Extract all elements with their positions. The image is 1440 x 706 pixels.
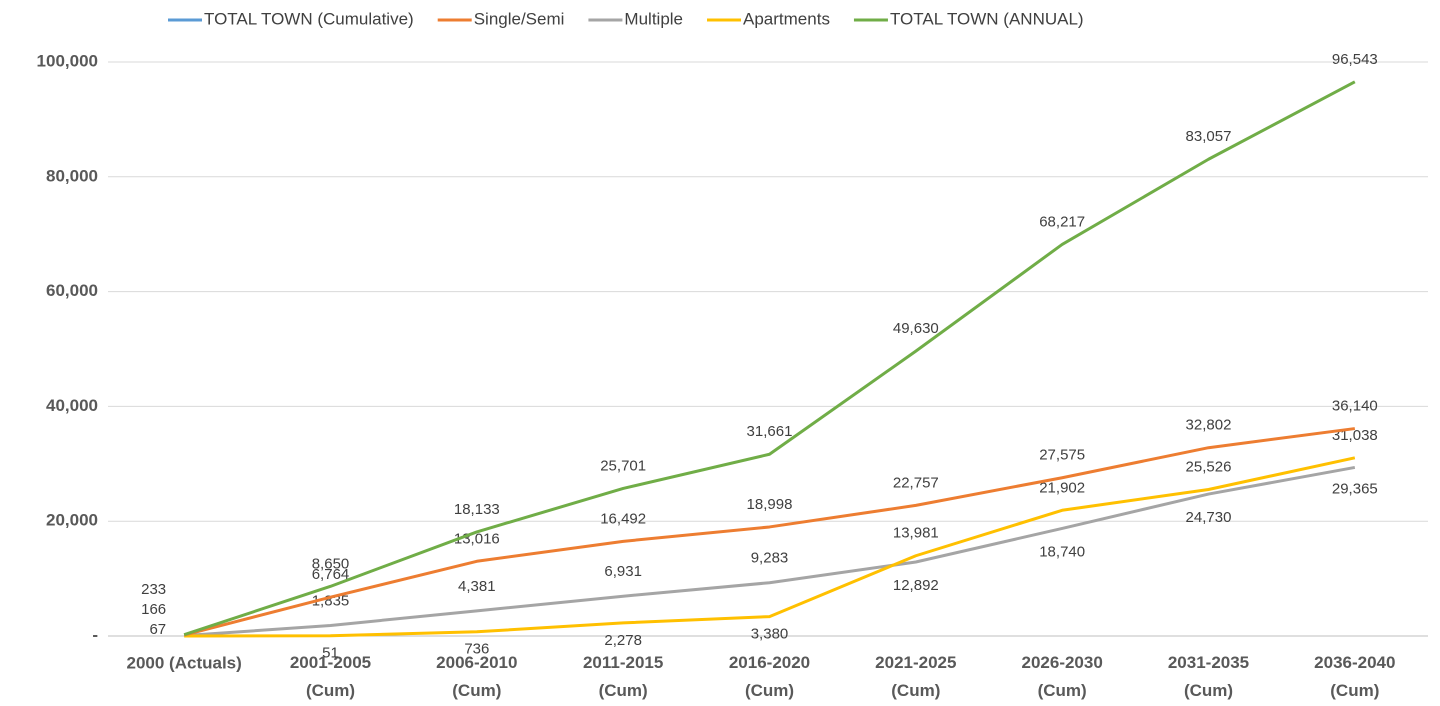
y-tick-label: 60,000 bbox=[46, 281, 98, 300]
data-label: 13,981 bbox=[893, 525, 939, 542]
x-tick-label: 2031-2035 (Cum) bbox=[1168, 653, 1249, 700]
x-tick-label: 2026-2030 (Cum) bbox=[1022, 653, 1103, 700]
data-label: 22,757 bbox=[893, 474, 939, 491]
data-label: 4,381 bbox=[458, 578, 496, 595]
data-label: 2,278 bbox=[604, 632, 642, 649]
data-label: 68,217 bbox=[1039, 213, 1085, 230]
data-label: 6,764 bbox=[312, 566, 350, 583]
data-label: 96,543 bbox=[1332, 51, 1378, 68]
x-tick-label: 2001-2005 (Cum) bbox=[290, 653, 371, 700]
x-tick-label: 2021-2025 (Cum) bbox=[875, 653, 956, 700]
data-label: 18,998 bbox=[747, 496, 793, 513]
data-label: 12,892 bbox=[893, 577, 939, 594]
y-tick-label: 80,000 bbox=[46, 166, 98, 185]
data-label: 51 bbox=[322, 645, 339, 662]
x-tick-label: 2000 (Actuals) bbox=[127, 653, 242, 672]
data-label: 27,575 bbox=[1039, 447, 1085, 464]
data-label: 31,661 bbox=[747, 423, 793, 440]
data-label: 83,057 bbox=[1186, 128, 1232, 145]
data-label: 24,730 bbox=[1186, 509, 1232, 526]
legend-label: TOTAL TOWN (Cumulative) bbox=[204, 9, 414, 28]
data-label: 9,283 bbox=[751, 550, 789, 567]
legend-label: Single/Semi bbox=[474, 9, 565, 28]
series-line bbox=[183, 427, 1356, 637]
data-label: 16,492 bbox=[600, 510, 646, 527]
data-label: 25,526 bbox=[1186, 458, 1232, 475]
y-tick-label: 100,000 bbox=[37, 51, 98, 70]
data-label: 49,630 bbox=[893, 320, 939, 337]
legend-label: Apartments bbox=[743, 9, 830, 28]
data-label: 6,931 bbox=[604, 563, 642, 580]
series-line bbox=[183, 80, 1356, 637]
x-tick-label: 2011-2015 (Cum) bbox=[583, 653, 663, 700]
y-tick-label: 20,000 bbox=[46, 511, 98, 530]
data-label: 29,365 bbox=[1332, 480, 1378, 497]
legend-label: TOTAL TOWN (ANNUAL) bbox=[890, 9, 1084, 28]
data-label: 8,650 bbox=[312, 555, 350, 572]
data-label: 18,133 bbox=[454, 501, 500, 518]
data-label: 166 bbox=[141, 601, 166, 618]
y-tick-label: - bbox=[92, 625, 98, 644]
x-tick-label: 2036-2040 (Cum) bbox=[1314, 653, 1395, 700]
data-label: 18,740 bbox=[1039, 543, 1085, 560]
x-tick-label: 2006-2010 (Cum) bbox=[436, 653, 517, 700]
data-label: 736 bbox=[464, 641, 489, 658]
data-label: 36,140 bbox=[1332, 398, 1378, 415]
data-label: 233 bbox=[141, 581, 166, 598]
data-label: 67 bbox=[149, 621, 166, 638]
data-label: 32,802 bbox=[1186, 417, 1232, 434]
data-label: 25,701 bbox=[600, 457, 646, 474]
y-tick-label: 40,000 bbox=[46, 396, 98, 415]
x-tick-label: 2016-2020 (Cum) bbox=[729, 653, 810, 700]
data-label: 21,902 bbox=[1039, 479, 1085, 496]
series-line bbox=[184, 456, 1356, 638]
data-label: 13,016 bbox=[454, 530, 500, 547]
data-label: 1,835 bbox=[312, 592, 350, 609]
data-label: 3,380 bbox=[751, 626, 789, 643]
series-line bbox=[184, 465, 1356, 638]
legend-label: Multiple bbox=[624, 9, 683, 28]
